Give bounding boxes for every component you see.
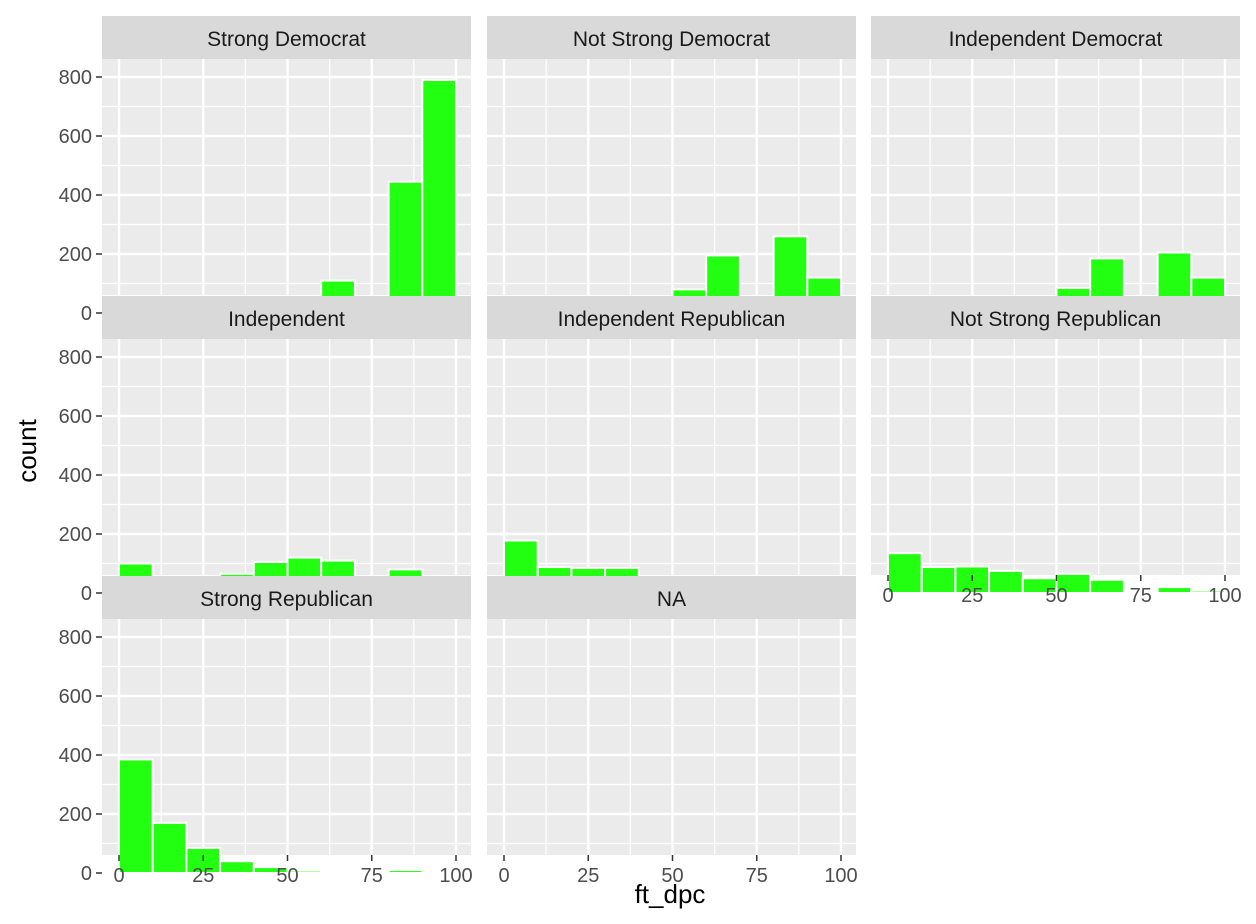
facet-independent-republican: Independent Republican [487, 296, 856, 595]
strip-independent-republican [487, 296, 856, 339]
facet-strong-republican: Strong Republican 0 200 400 600 800 0 25 50 75 100 [59, 576, 473, 887]
facet-not-strong-democrat: Not Strong Democrat [487, 16, 856, 315]
x-tick-label: 25 [961, 585, 983, 607]
x-tick-label: 50 [661, 865, 683, 887]
histogram-bar [421, 78, 457, 314]
histogram-bar [1089, 578, 1125, 594]
strip-label: Strong Democrat [207, 28, 366, 51]
facet-panels: Strong Democrat 0 200 400 600 800 Not Strong D… [59, 16, 1242, 887]
y-axis-title: count [12, 418, 42, 482]
x-tick-label: 0 [498, 865, 509, 887]
x-tick-label: 75 [746, 865, 768, 887]
x-axis-title: ft_dpc [635, 879, 706, 909]
x-tick-label: 100 [824, 865, 857, 887]
y-tick-label: 400 [59, 185, 92, 207]
strip-strong-democrat [102, 16, 471, 59]
facet-na: NA 0 25 50 75 100 [487, 576, 858, 887]
strip-independent-democrat [871, 16, 1240, 59]
strip-not-strong-republican [871, 296, 1240, 339]
x-tick-label: 0 [882, 585, 893, 607]
x-tick-label: 25 [192, 865, 214, 887]
y-tick-label: 800 [59, 627, 92, 649]
histogram-bar [421, 870, 457, 875]
y-tick-label: 200 [59, 244, 92, 266]
x-tick-label: 25 [577, 865, 599, 887]
histogram-bar [320, 871, 356, 874]
strip-label: Independent Democrat [949, 28, 1163, 51]
y-tick-label: 400 [59, 745, 92, 767]
histogram-bar [887, 552, 923, 594]
y-tick-label: 800 [59, 347, 92, 369]
x-tick-label: 75 [1130, 585, 1152, 607]
y-tick-label: 800 [59, 67, 92, 89]
y-tick-label: 200 [59, 524, 92, 546]
facet-independent-democrat: Independent Democrat [871, 16, 1240, 315]
strip-label: NA [657, 588, 686, 611]
x-tick-label: 100 [1208, 585, 1241, 607]
y-tick-label: 0 [81, 863, 92, 885]
strip-label: Independent [228, 308, 345, 331]
strip-label: Not Strong Republican [950, 308, 1161, 331]
facet-independent: Independent 0 200 400 600 800 [59, 296, 471, 605]
y-tick-label: 600 [59, 126, 92, 148]
facet-not-strong-republican: Not Strong Republican 0 25 50 75 100 [871, 296, 1242, 607]
histogram-bar [219, 860, 255, 875]
y-tick-label: 0 [81, 303, 92, 325]
strip-na [487, 576, 856, 619]
histogram-bar [1190, 589, 1227, 595]
strip-label: Independent Republican [558, 308, 786, 331]
histogram-bar [920, 566, 957, 594]
histogram-bar [118, 758, 154, 874]
strip-independent [102, 296, 471, 339]
y-tick-label: 200 [59, 804, 92, 826]
y-tick-label: 600 [59, 406, 92, 428]
strip-strong-republican [102, 576, 471, 619]
x-tick-label: 50 [276, 865, 298, 887]
histogram-bar [151, 821, 188, 874]
x-tick-label: 50 [1045, 585, 1067, 607]
histogram-bar [988, 569, 1024, 594]
x-tick-label: 100 [439, 865, 472, 887]
strip-not-strong-democrat [487, 16, 856, 59]
y-tick-label: 0 [81, 583, 92, 605]
x-tick-label: 0 [113, 865, 124, 887]
strip-label: Not Strong Democrat [573, 28, 770, 51]
x-tick-label: 75 [361, 865, 383, 887]
y-tick-label: 600 [59, 686, 92, 708]
strip-label: Strong Republican [200, 588, 373, 611]
histogram-bar [387, 180, 424, 314]
histogram-bar [1156, 586, 1193, 594]
y-tick-label: 400 [59, 465, 92, 487]
histogram-bar [387, 869, 424, 874]
facet-strong-democrat: Strong Democrat 0 200 400 600 800 [59, 16, 471, 325]
